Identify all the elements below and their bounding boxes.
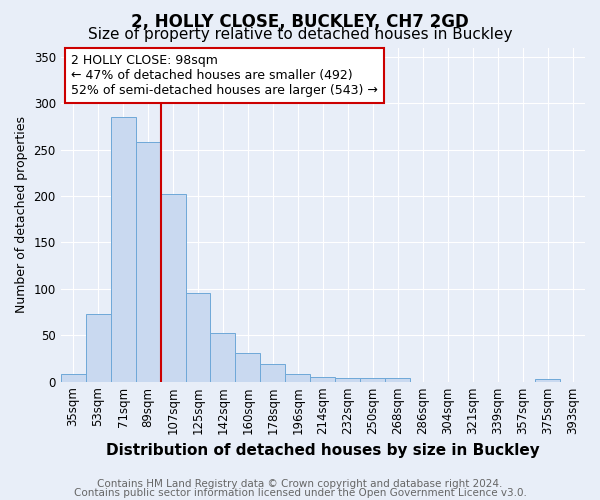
Bar	[385, 378, 410, 382]
X-axis label: Distribution of detached houses by size in Buckley: Distribution of detached houses by size …	[106, 442, 540, 458]
Bar	[61, 374, 86, 382]
Bar	[360, 378, 385, 382]
Bar	[335, 378, 360, 382]
Bar	[185, 294, 211, 382]
Y-axis label: Number of detached properties: Number of detached properties	[15, 116, 28, 313]
Bar	[110, 117, 136, 382]
Bar	[136, 142, 161, 382]
Bar	[260, 364, 286, 382]
Bar	[211, 334, 235, 382]
Bar	[235, 353, 260, 382]
Text: Contains public sector information licensed under the Open Government Licence v3: Contains public sector information licen…	[74, 488, 526, 498]
Bar	[535, 379, 560, 382]
Bar	[310, 377, 335, 382]
Text: 2 HOLLY CLOSE: 98sqm
← 47% of detached houses are smaller (492)
52% of semi-deta: 2 HOLLY CLOSE: 98sqm ← 47% of detached h…	[71, 54, 378, 97]
Bar	[86, 314, 110, 382]
Text: Contains HM Land Registry data © Crown copyright and database right 2024.: Contains HM Land Registry data © Crown c…	[97, 479, 503, 489]
Text: 2, HOLLY CLOSE, BUCKLEY, CH7 2GD: 2, HOLLY CLOSE, BUCKLEY, CH7 2GD	[131, 12, 469, 30]
Bar	[161, 194, 185, 382]
Text: Size of property relative to detached houses in Buckley: Size of property relative to detached ho…	[88, 28, 512, 42]
Bar	[286, 374, 310, 382]
